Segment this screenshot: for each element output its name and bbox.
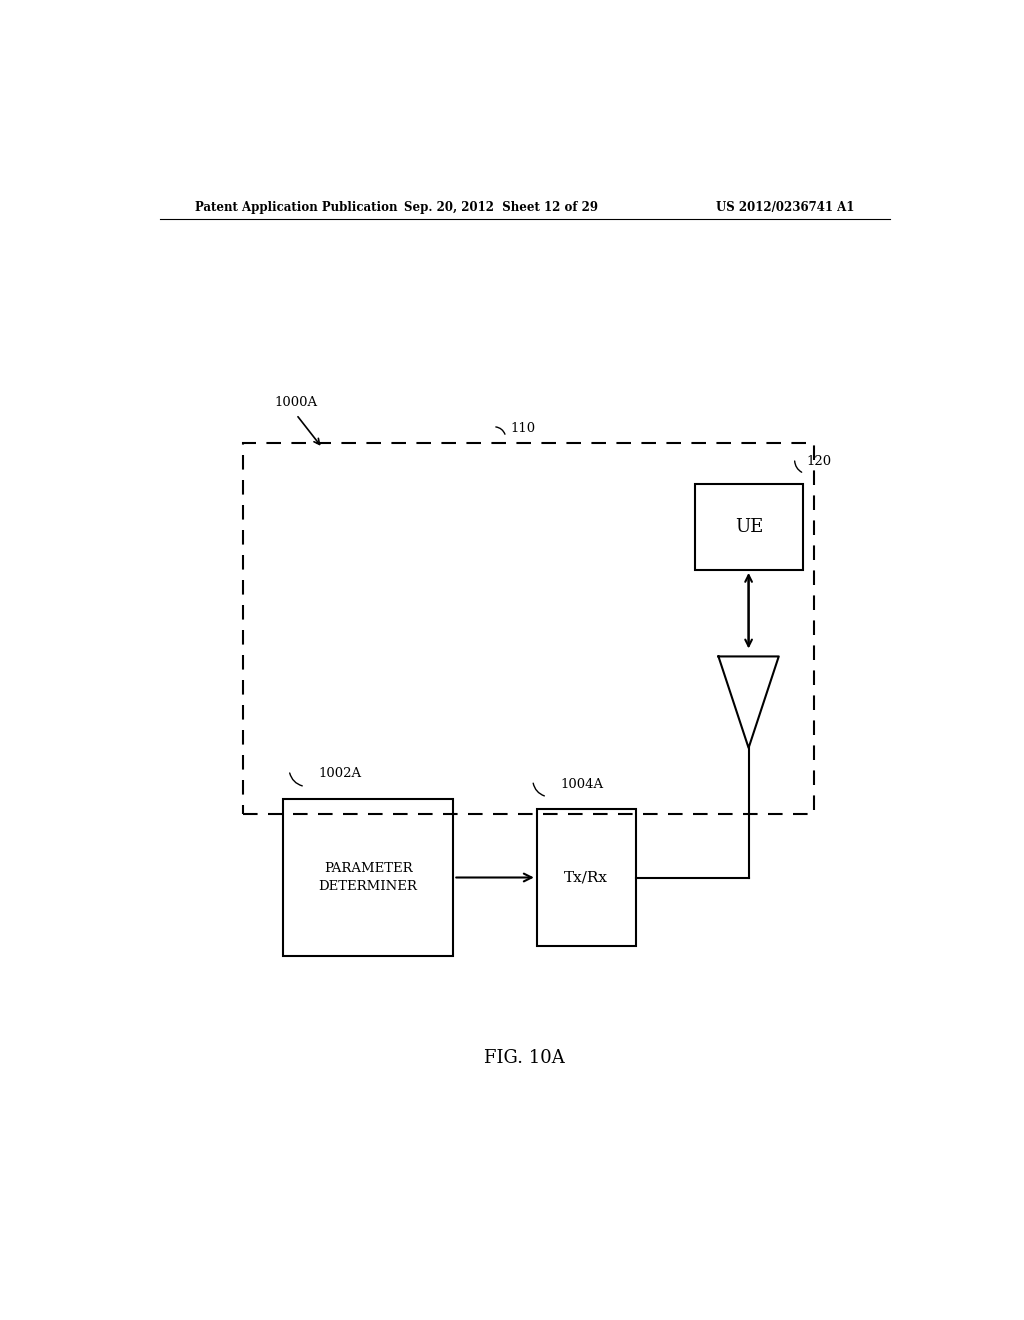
Text: Tx/Rx: Tx/Rx bbox=[564, 870, 608, 884]
Text: PARAMETER
DETERMINER: PARAMETER DETERMINER bbox=[318, 862, 418, 894]
Text: 1004A: 1004A bbox=[560, 777, 603, 791]
Bar bbox=[537, 809, 636, 946]
Text: 110: 110 bbox=[511, 422, 536, 434]
Bar bbox=[283, 799, 454, 956]
Text: UE: UE bbox=[735, 517, 763, 536]
Text: 1000A: 1000A bbox=[274, 396, 317, 409]
Text: Sep. 20, 2012  Sheet 12 of 29: Sep. 20, 2012 Sheet 12 of 29 bbox=[404, 201, 598, 214]
Bar bbox=[695, 483, 803, 570]
Text: Patent Application Publication: Patent Application Publication bbox=[196, 201, 398, 214]
Text: US 2012/0236741 A1: US 2012/0236741 A1 bbox=[716, 201, 854, 214]
Text: FIG. 10A: FIG. 10A bbox=[484, 1049, 565, 1067]
Text: 120: 120 bbox=[807, 455, 831, 469]
Text: 1002A: 1002A bbox=[318, 767, 361, 780]
Bar bbox=[243, 444, 814, 814]
